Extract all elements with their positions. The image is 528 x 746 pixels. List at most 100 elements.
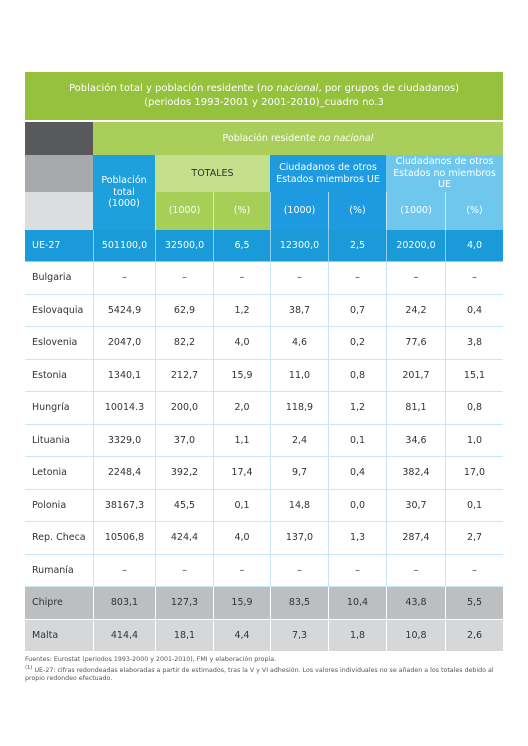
cell: 0,7 [328,294,386,327]
cell: 118,9 [270,392,328,425]
row-label: UE-27 [25,230,93,262]
cell: 0,8 [445,392,503,425]
cell: 83,5 [270,587,328,620]
cell: – [386,554,445,587]
unit-header: (%) [213,192,270,230]
cell: – [213,554,270,587]
title: Población total y población residente (n… [25,72,503,120]
cell: 10,8 [386,619,445,652]
cell: – [445,262,503,295]
cell: 1,3 [328,522,386,555]
cell: 4,4 [213,619,270,652]
cell: 12300,0 [270,230,328,262]
cell: 2,4 [270,424,328,457]
note-marker: (1) [25,664,33,671]
cell: 9,7 [270,457,328,490]
cell: 2047,0 [93,327,155,360]
cell: 37,0 [155,424,213,457]
poblacion-label: Población total [101,175,147,198]
cell: 30,7 [386,489,445,522]
cell: 0,2 [328,327,386,360]
row-label: Estonia [25,359,93,392]
cell: 20200,0 [386,230,445,262]
cell: 5,5 [445,587,503,620]
unit-header: (1000) [270,192,328,230]
title-part: , por grupos de ciudadanos) [318,83,460,94]
cell: 1,2 [213,294,270,327]
poblacion-unit: (1000) [108,198,140,210]
cell: – [328,262,386,295]
cell: – [93,262,155,295]
cell: 10014.3 [93,392,155,425]
cell: 424,4 [155,522,213,555]
cell: 0,1 [445,489,503,522]
cell: 201,7 [386,359,445,392]
cell: 0,1 [213,489,270,522]
cell: 4,0 [213,327,270,360]
cell: 6,5 [213,230,270,262]
group-header: Población residente no nacional [93,122,503,155]
cell: 82,2 [155,327,213,360]
cell: 3329,0 [93,424,155,457]
cell: 3,8 [445,327,503,360]
no-ue-header: Ciudadanos de otros Estados no miembros … [386,155,503,192]
row-label: Rumanía [25,554,93,587]
cell: 414,4 [93,619,155,652]
cell: – [328,554,386,587]
unit-header: (%) [445,192,503,230]
corner-mid [25,155,93,192]
cell: 18,1 [155,619,213,652]
cell: 17,0 [445,457,503,490]
cell: 127,3 [155,587,213,620]
row-label: Bulgaria [25,262,93,295]
title-part: Población total y población residente ( [68,83,261,94]
cell: 2248,4 [93,457,155,490]
cell: – [93,554,155,587]
cell: 5424,9 [93,294,155,327]
unit-header: (1000) [155,192,213,230]
cell: 4,6 [270,327,328,360]
cell: 15,9 [213,587,270,620]
cell: 0,4 [328,457,386,490]
cell: 45,5 [155,489,213,522]
cell: 24,2 [386,294,445,327]
cell: 43,8 [386,587,445,620]
cell: 501100,0 [93,230,155,262]
note-text: UE-27: cifras redondeadas elaboradas a p… [25,666,494,683]
cell: 0,8 [328,359,386,392]
cell: 2,7 [445,522,503,555]
cell: 200,0 [155,392,213,425]
group-text: Población residente [222,132,319,144]
cell: 7,3 [270,619,328,652]
sources: Fuentes: Eurostat (periodos 1993-2000 y … [25,656,277,663]
cell: 17,4 [213,457,270,490]
ue-header: Ciudadanos de otros Estados miembros UE [270,155,386,192]
row-label: Rep. Checa [25,522,93,555]
cell: 15,9 [213,359,270,392]
group-text: no nacional [318,132,374,144]
corner-dark [25,122,93,155]
cell: 1,2 [328,392,386,425]
row-label: Eslovaquia [25,294,93,327]
title-part: no nacional [260,83,319,94]
cell: 2,6 [445,619,503,652]
cell: – [155,262,213,295]
row-label: Chipre [25,587,93,620]
footnotes: Fuentes: Eurostat (periodos 1993-2000 y … [25,656,495,684]
cell: 212,7 [155,359,213,392]
cell: 38,7 [270,294,328,327]
title-line2: (periodos 1993-2001 y 2001-2010)_cuadro … [144,97,384,108]
cell: 137,0 [270,522,328,555]
note: (1) UE-27: cifras redondeadas elaboradas… [25,665,495,684]
unit-header: (%) [328,192,386,230]
cell: 382,4 [386,457,445,490]
cell: 392,2 [155,457,213,490]
title-line1: Población total y población residente (n… [25,82,503,96]
cell: 803,1 [93,587,155,620]
cell: 1340,1 [93,359,155,392]
cell: 11,0 [270,359,328,392]
cell: 38167,3 [93,489,155,522]
totales-header: TOTALES [155,155,270,192]
cell: – [445,554,503,587]
row-label: Polonia [25,489,93,522]
